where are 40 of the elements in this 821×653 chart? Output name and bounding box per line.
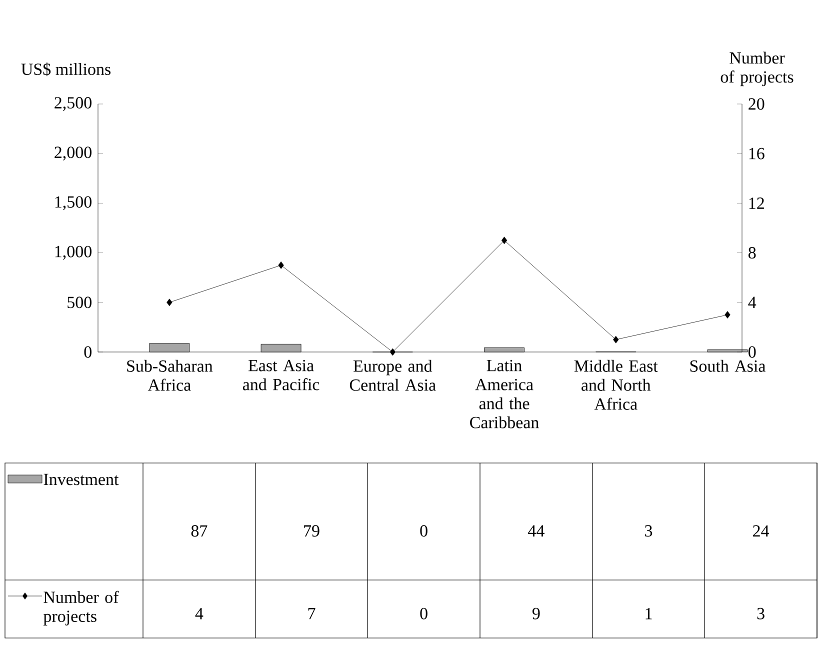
- x-tick-label: East Asia and Pacific: [242, 360, 320, 390]
- data-label: 9: [532, 608, 540, 620]
- y2-tick-label: 16: [749, 148, 764, 160]
- data-label: 3: [645, 525, 652, 537]
- x-tick-label: Latin America and the Caribbean: [470, 360, 539, 428]
- y2-tick-label: 12: [749, 198, 764, 209]
- x-tick-label: Middle East and North Africa: [574, 360, 658, 410]
- data-label: 7: [308, 608, 316, 620]
- y-tick-label: 1,000: [55, 246, 92, 260]
- legend-label: Number of projects: [43, 590, 119, 626]
- x-tick-label: Europe and Central Asia: [350, 360, 436, 391]
- y2-tick-label: 8: [748, 247, 756, 259]
- point: [724, 311, 730, 318]
- y-tick-label: 500: [68, 296, 92, 308]
- y-tick-label: 2,500: [54, 97, 92, 111]
- y2-tick-label: 20: [748, 98, 764, 110]
- point: [390, 348, 396, 356]
- y-tick-label: 1,500: [55, 196, 92, 210]
- point: [278, 261, 284, 269]
- data-label: 4: [195, 608, 204, 620]
- y-axis-title: US$ millions: [21, 62, 111, 76]
- data-label: 1: [646, 608, 652, 620]
- data-label: 0: [420, 608, 428, 620]
- point: [613, 336, 619, 344]
- legend-label: Investment: [44, 474, 119, 486]
- data-label: 0: [420, 525, 428, 537]
- y2-axis-title: Number of projects: [720, 52, 794, 86]
- x-tick-label: South Asia: [690, 360, 766, 372]
- data-label: 87: [191, 525, 208, 537]
- data-label: 44: [528, 525, 544, 536]
- y2-tick-label: 0: [748, 346, 756, 358]
- data-label: 24: [753, 525, 770, 537]
- y2-tick-label: 4: [748, 296, 756, 308]
- data-label: 3: [757, 608, 764, 620]
- point: [166, 298, 172, 306]
- y-tick-label: 2,000: [54, 146, 92, 161]
- x-tick-label: Sub-Saharan Africa: [127, 360, 213, 391]
- point: [501, 236, 508, 244]
- data-label: 79: [304, 525, 320, 537]
- y-tick-label: 0: [84, 346, 92, 358]
